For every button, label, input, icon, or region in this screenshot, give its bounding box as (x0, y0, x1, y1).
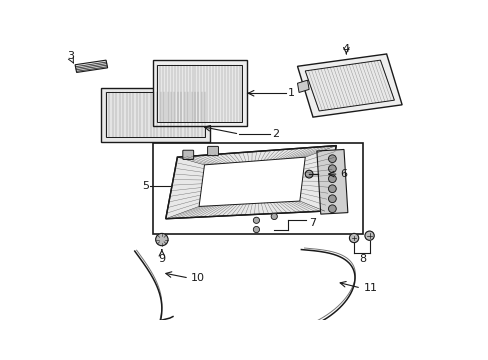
Text: 8: 8 (358, 254, 366, 264)
Text: 3: 3 (67, 50, 74, 60)
Circle shape (155, 233, 168, 246)
Circle shape (328, 165, 336, 172)
Polygon shape (101, 88, 209, 142)
Polygon shape (165, 145, 336, 219)
Polygon shape (305, 60, 393, 111)
Polygon shape (316, 149, 347, 214)
Circle shape (328, 175, 336, 183)
Circle shape (328, 155, 336, 163)
Polygon shape (199, 157, 305, 206)
Text: 6: 6 (340, 169, 346, 179)
FancyBboxPatch shape (207, 147, 218, 156)
Text: 10: 10 (191, 273, 205, 283)
Circle shape (364, 231, 373, 240)
Circle shape (349, 233, 358, 243)
Polygon shape (297, 80, 308, 93)
Circle shape (328, 205, 336, 213)
Polygon shape (297, 54, 401, 117)
Text: 1: 1 (287, 88, 294, 98)
Polygon shape (152, 60, 246, 126)
Text: 7: 7 (308, 217, 316, 228)
Circle shape (305, 170, 312, 178)
Circle shape (253, 226, 259, 233)
Polygon shape (106, 92, 205, 137)
FancyBboxPatch shape (183, 150, 193, 159)
Text: 4: 4 (342, 44, 349, 54)
Circle shape (328, 195, 336, 203)
Polygon shape (75, 60, 107, 72)
Circle shape (253, 217, 259, 223)
Polygon shape (157, 65, 242, 122)
Circle shape (270, 213, 277, 220)
Bar (152, 143, 363, 234)
Text: 9: 9 (158, 254, 165, 264)
Text: 2: 2 (271, 129, 279, 139)
Circle shape (328, 185, 336, 193)
Text: 11: 11 (363, 283, 377, 293)
Text: 5: 5 (142, 181, 148, 191)
